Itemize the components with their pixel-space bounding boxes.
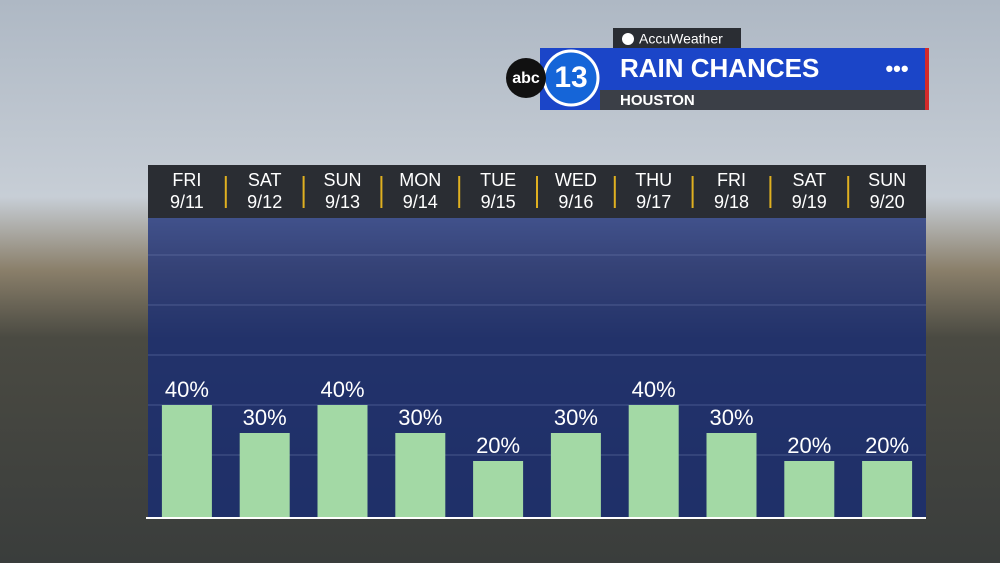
date-label: 9/14 — [403, 192, 438, 212]
accent — [925, 48, 929, 110]
day-label: SAT — [248, 170, 282, 190]
date-label: 9/19 — [792, 192, 827, 212]
day-label: WED — [555, 170, 597, 190]
chart-subtitle: HOUSTON — [620, 92, 695, 109]
subtitle-bar — [600, 90, 928, 110]
value-label: 40% — [165, 377, 209, 402]
day-label: THU — [635, 170, 672, 190]
day-label: SUN — [323, 170, 361, 190]
bar — [628, 405, 679, 517]
brand: AccuWeather — [639, 31, 723, 47]
date-label: 9/13 — [325, 192, 360, 212]
value-label: 20% — [476, 433, 520, 458]
bar — [550, 433, 601, 517]
date-label: 9/18 — [714, 192, 749, 212]
brand-tab — [613, 28, 741, 50]
menu-dots[interactable]: ••• — [885, 56, 908, 81]
value-label: 30% — [554, 405, 598, 430]
day-label: MON — [399, 170, 441, 190]
bar — [784, 461, 835, 517]
bar — [706, 433, 757, 517]
value-label: 40% — [320, 377, 364, 402]
date-label: 9/15 — [481, 192, 516, 212]
value-label: 30% — [709, 405, 753, 430]
logo-network: abc — [512, 70, 540, 87]
bar — [473, 461, 524, 517]
date-label: 9/12 — [247, 192, 282, 212]
value-label: 30% — [398, 405, 442, 430]
date-label: 9/17 — [636, 192, 671, 212]
chart-title: RAIN CHANCES — [620, 53, 819, 83]
day-label: SAT — [792, 170, 826, 190]
value-label: 20% — [865, 433, 909, 458]
date-label: 9/16 — [558, 192, 593, 212]
abc-circle — [506, 58, 546, 98]
bar — [239, 433, 290, 517]
logo-channel: 13 — [554, 61, 587, 94]
day-label: FRI — [172, 170, 201, 190]
bar — [395, 433, 446, 517]
bar — [161, 405, 212, 517]
date-label: 9/11 — [170, 192, 204, 212]
day-label: FRI — [717, 170, 746, 190]
sun-icon — [622, 33, 634, 45]
title-bar — [600, 48, 928, 90]
day-label: SUN — [868, 170, 906, 190]
value-label: 30% — [243, 405, 287, 430]
day-label: TUE — [480, 170, 516, 190]
bar — [317, 405, 368, 517]
bar — [862, 461, 913, 517]
date-label: 9/20 — [870, 192, 905, 212]
value-label: 20% — [787, 433, 831, 458]
value-label: 40% — [632, 377, 676, 402]
